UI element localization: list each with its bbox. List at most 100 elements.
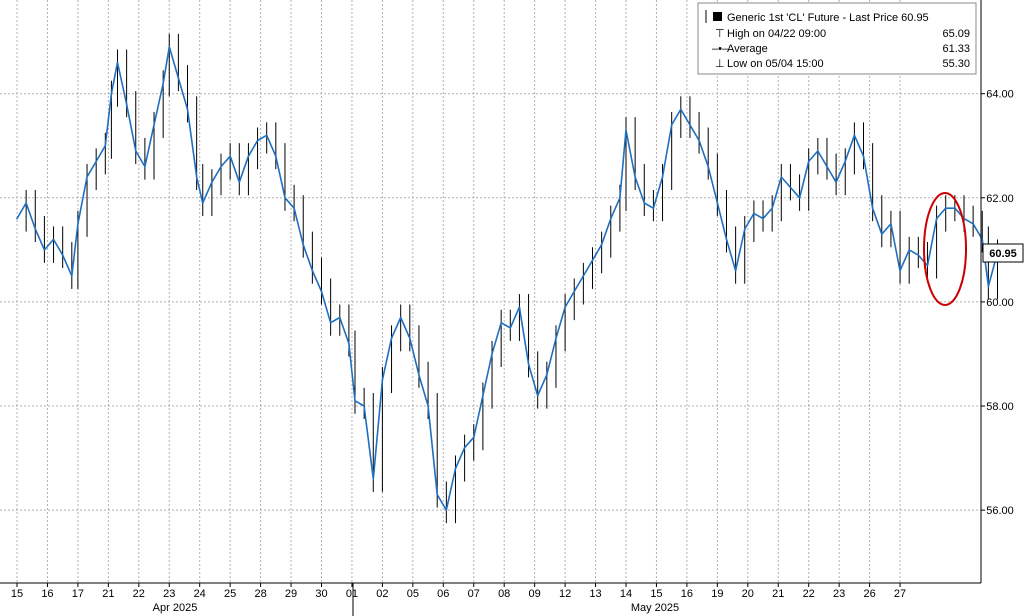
price-point (619, 197, 621, 199)
price-point (302, 243, 305, 246)
price-point (491, 353, 493, 355)
price-point (256, 139, 259, 142)
price-point (338, 316, 341, 319)
price-point (926, 264, 929, 267)
price-point (71, 275, 73, 277)
price-point (680, 108, 682, 111)
price-point (144, 165, 146, 168)
price-point (177, 77, 180, 79)
price-point (634, 176, 636, 178)
price-point (372, 478, 375, 480)
price-point (275, 155, 277, 157)
price-point (500, 321, 502, 324)
price-point (518, 306, 521, 308)
price-point (652, 207, 655, 210)
price-point (399, 316, 402, 319)
price-point (609, 217, 612, 220)
price-point (826, 165, 828, 168)
x-tick-label: 20 (742, 588, 754, 600)
month-label-apr: Apr 2025 (153, 602, 198, 614)
price-point (77, 223, 79, 225)
legend-series-swatch-icon (713, 12, 722, 21)
price-point (753, 212, 755, 215)
legend-high-label: High on 04/22 09:00 (727, 28, 826, 40)
price-point (95, 160, 97, 163)
price-point (944, 207, 947, 210)
x-tick-label: 19 (711, 588, 723, 600)
x-tick-label: 21 (102, 588, 114, 600)
price-point (780, 176, 783, 178)
x-tick-label: 23 (833, 588, 845, 600)
x-tick-label: 15 (11, 588, 23, 600)
price-point (436, 493, 439, 496)
legend-average-value: 61.33 (942, 43, 970, 55)
price-point (125, 103, 128, 105)
x-tick-label: 22 (133, 588, 145, 600)
price-point (899, 269, 901, 272)
price-point (168, 46, 171, 48)
price-point (853, 134, 856, 137)
price-point (463, 446, 466, 449)
x-tick-label: 02 (376, 588, 388, 600)
price-point (917, 254, 920, 256)
price-point (743, 228, 746, 230)
price-point (798, 197, 801, 199)
price-point (409, 337, 411, 340)
price-point (771, 207, 773, 210)
y-tick-label: 62.00 (986, 193, 1014, 205)
x-tick-label: 16 (681, 588, 693, 600)
price-point (220, 165, 222, 168)
legend-title: Generic 1st 'CL' Future - Last Price 60.… (727, 12, 929, 24)
price-point (573, 290, 576, 293)
price-point (265, 134, 268, 137)
price-point (564, 306, 566, 308)
price-point (555, 337, 557, 340)
price-line (16, 46, 999, 511)
price-point (582, 275, 585, 277)
price-point (935, 217, 938, 220)
price-point (698, 139, 700, 142)
x-tick-label: 12 (559, 588, 571, 600)
price-point (284, 197, 286, 199)
price-point (844, 160, 847, 163)
x-tick-label: 23 (163, 588, 175, 600)
price-point (871, 207, 874, 210)
price-point (52, 238, 55, 241)
price-point (134, 150, 137, 152)
price-point (762, 217, 764, 220)
x-tick-label: 27 (894, 588, 906, 600)
x-tick-label: 08 (498, 588, 510, 600)
price-point (625, 129, 627, 131)
x-axis (0, 582, 981, 616)
month-labels: Apr 2025 May 2025 (153, 602, 679, 614)
price-point (890, 223, 892, 225)
legend-high-value: 65.09 (942, 28, 970, 40)
price-point (348, 342, 350, 345)
price-point (600, 243, 603, 246)
x-tick-label: 30 (315, 588, 327, 600)
price-point (329, 321, 332, 324)
price-point (211, 181, 213, 183)
legend: Generic 1st 'CL' Future - Last Price 60.… (697, 2, 977, 75)
price-point (186, 108, 189, 111)
price-point (527, 363, 530, 366)
y-tick-labels: 64.00 62.00 60.00 58.00 56.00 (981, 89, 1014, 517)
price-point (807, 160, 810, 163)
x-tick-label: 06 (437, 588, 449, 600)
price-point (418, 373, 420, 376)
price-point (472, 436, 475, 439)
legend-box (697, 2, 977, 75)
price-point (43, 249, 46, 251)
price-point (707, 165, 710, 168)
red-circle-annotation (923, 192, 967, 306)
price-point (162, 82, 164, 85)
x-tick-label: 13 (589, 588, 601, 600)
price-point (16, 217, 18, 220)
price-point (454, 467, 457, 470)
price-point (238, 181, 241, 183)
price-point (195, 176, 198, 178)
price-point (661, 176, 664, 178)
price-point (670, 124, 673, 126)
price-point (293, 207, 295, 210)
month-label-may: May 2025 (631, 602, 679, 614)
